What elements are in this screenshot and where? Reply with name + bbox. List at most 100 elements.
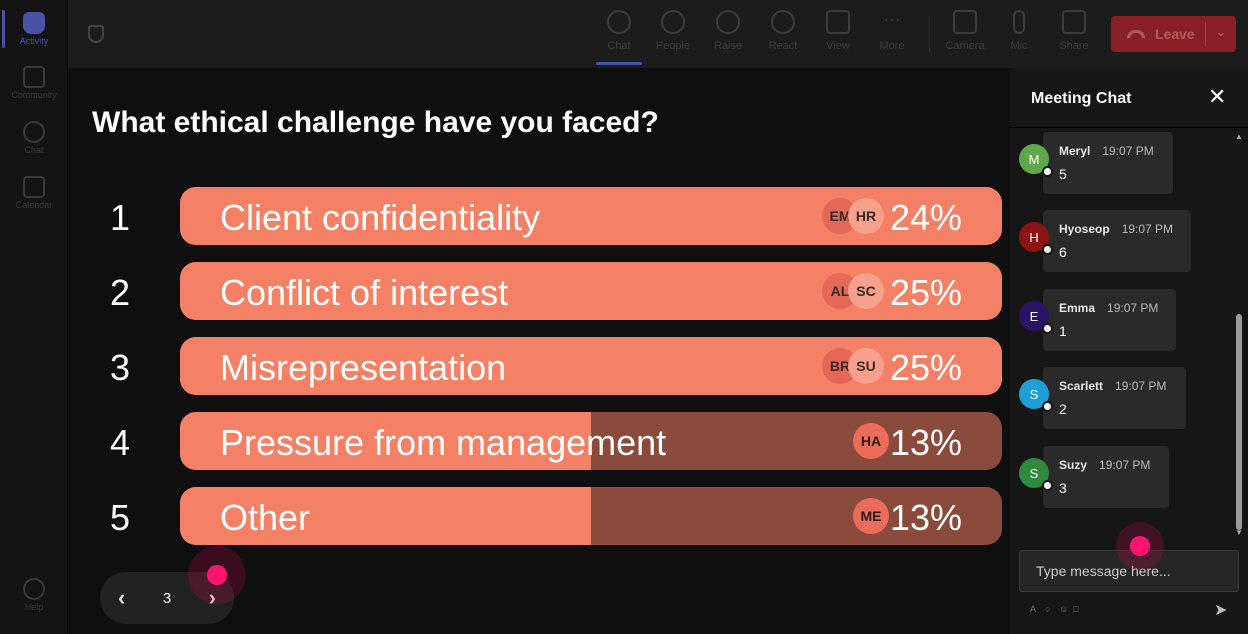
format-icon[interactable]: A xyxy=(1030,604,1037,614)
leave-divider xyxy=(1205,22,1206,46)
option-number: 5 xyxy=(109,497,131,538)
message-bubble: Hyoseop 19:07 PM 6 xyxy=(1043,210,1191,272)
community-icon xyxy=(23,66,45,88)
sender-name: Meryl xyxy=(1059,144,1091,158)
send-icon[interactable]: ➤ xyxy=(1214,602,1228,619)
rail-item-label: Chat xyxy=(24,145,44,155)
avatar: HR xyxy=(848,198,884,234)
emoji-icon[interactable]: ☺ xyxy=(1059,604,1069,614)
presence-dot xyxy=(1042,401,1053,412)
scroll-down-icon[interactable]: ▼ xyxy=(1235,528,1243,537)
option-number: 4 xyxy=(109,422,131,463)
chat-button[interactable]: Chat xyxy=(594,10,644,52)
react-button[interactable]: React xyxy=(758,10,808,52)
message-text: 6 xyxy=(1059,244,1067,260)
share-button[interactable]: Share xyxy=(1049,10,1099,52)
rail-item-label: Calendar xyxy=(15,200,53,210)
active-tab-indicator xyxy=(596,62,642,65)
chat-scrollbar[interactable]: ▲ ▼ xyxy=(1232,128,1246,542)
scrollbar-thumb[interactable] xyxy=(1236,314,1242,530)
message-text: 3 xyxy=(1059,480,1067,496)
toolbar-label: View xyxy=(826,40,850,52)
scroll-up-icon[interactable]: ▲ xyxy=(1235,132,1243,141)
poll-option: 4 Pressure from management HA 13% xyxy=(68,412,1010,470)
more-button[interactable]: ··· More xyxy=(867,10,917,52)
chat-header: Meeting Chat ✕ xyxy=(1010,68,1248,128)
toolbar-label: React xyxy=(768,40,798,52)
result-bar-fill xyxy=(180,487,591,545)
presence-dot xyxy=(1042,244,1053,255)
rail-item-label: Activity xyxy=(19,36,49,46)
toolbar-label: Raise xyxy=(713,40,743,52)
chat-message-input[interactable]: Type message here... xyxy=(1019,550,1239,592)
result-bar-fill xyxy=(180,412,591,470)
message-bubble: Scarlett 19:07 PM 2 xyxy=(1043,367,1186,429)
chat-title: Meeting Chat xyxy=(1031,90,1132,107)
option-number: 1 xyxy=(109,197,131,238)
message-text: 5 xyxy=(1059,166,1067,182)
message-text: 2 xyxy=(1059,401,1067,417)
chevron-down-icon[interactable]: ⌄ xyxy=(1215,25,1226,39)
message-text: 1 xyxy=(1059,323,1067,339)
phone-hangup-icon xyxy=(1127,30,1145,38)
camera-button[interactable]: Camera xyxy=(940,10,990,52)
more-icon: ··· xyxy=(883,9,901,29)
poll-question: What ethical challenge have you faced? xyxy=(92,106,659,139)
result-bar: Client confidentiality EM HR 24% xyxy=(180,187,1002,245)
presence-dot xyxy=(1042,480,1053,491)
toolbar-label: More xyxy=(879,40,905,52)
rail-item-help[interactable]: Help xyxy=(0,578,68,612)
avatar: S xyxy=(1019,458,1049,488)
option-number: 2 xyxy=(109,272,131,313)
react-icon xyxy=(771,10,795,34)
rail-item-calendar[interactable]: Calendar xyxy=(0,176,68,210)
poll-option: 1 Client confidentiality EM HR 24% xyxy=(68,187,1010,245)
avatar: SC xyxy=(848,273,884,309)
option-label: Pressure from management xyxy=(220,422,667,463)
option-number: 3 xyxy=(109,347,131,388)
chevron-left-icon[interactable]: ‹ xyxy=(118,585,126,610)
option-label: Conflict of interest xyxy=(220,272,509,313)
avatar: HA xyxy=(853,423,889,459)
toolbar-label: Chat xyxy=(607,40,631,52)
people-icon xyxy=(661,10,685,34)
chevron-right-icon[interactable]: › xyxy=(208,585,216,610)
message-time: 19:07 PM xyxy=(1102,144,1154,158)
option-percent: 13% xyxy=(889,422,962,463)
raise-hand-icon xyxy=(716,10,740,34)
calendar-icon xyxy=(23,176,45,198)
rail-item-label: Help xyxy=(24,602,44,612)
leave-label: Leave xyxy=(1155,26,1195,42)
close-icon[interactable]: ✕ xyxy=(1208,84,1227,109)
gif-icon[interactable]: □ xyxy=(1073,604,1079,614)
presence-dot xyxy=(1042,323,1053,334)
shield-icon xyxy=(88,25,104,43)
poll-option: 5 Other ME 13% xyxy=(68,487,1010,545)
raise-hand-button[interactable]: Raise xyxy=(703,10,753,52)
camera-off-icon xyxy=(953,10,977,34)
presence-dot xyxy=(1042,166,1053,177)
attach-icon[interactable]: ○ xyxy=(1045,604,1051,614)
mic-button[interactable]: Mic xyxy=(994,10,1044,52)
option-percent: 25% xyxy=(889,272,962,313)
avatar: SU xyxy=(848,348,884,384)
people-button[interactable]: People xyxy=(648,10,698,52)
rail-active-indicator xyxy=(2,10,5,48)
view-button[interactable]: View xyxy=(813,10,863,52)
poll-stage: What ethical challenge have you faced? 1… xyxy=(68,68,1010,634)
chat-icon xyxy=(23,121,45,143)
poll-option: 3 Misrepresentation BR SU 25% xyxy=(68,337,1010,395)
meeting-toolbar: Chat People Raise React View ··· More Ca… xyxy=(68,0,1248,68)
option-percent: 24% xyxy=(889,197,962,238)
message-time: 19:07 PM xyxy=(1107,301,1159,315)
message-bubble: Emma 19:07 PM 1 xyxy=(1043,289,1176,351)
toolbar-label: Share xyxy=(1059,40,1089,52)
option-label: Misrepresentation xyxy=(220,347,507,388)
message-bubble: Suzy 19:07 PM 3 xyxy=(1043,446,1169,508)
sender-name: Suzy xyxy=(1059,458,1088,472)
rail-item-chat[interactable]: Chat xyxy=(0,121,68,155)
rail-item-community[interactable]: Community xyxy=(0,66,68,100)
option-percent: 25% xyxy=(889,347,962,388)
leave-button[interactable]: Leave ⌄ xyxy=(1111,16,1236,52)
rail-item-activity[interactable]: Activity xyxy=(0,12,68,46)
